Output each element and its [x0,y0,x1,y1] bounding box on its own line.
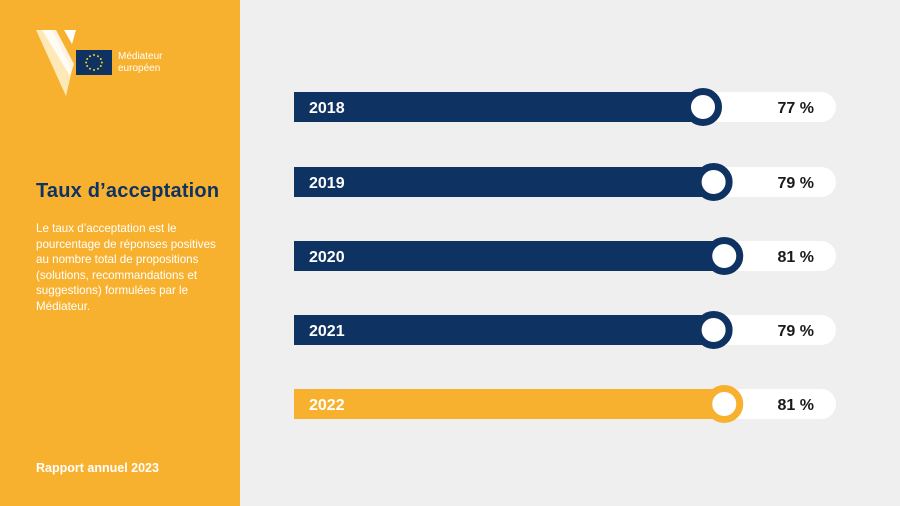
brand-line-1: Médiateur [118,51,163,62]
report-label: Rapport annuel 2023 [36,461,159,475]
marker-2020 [705,237,744,275]
marker-2021 [694,311,733,349]
category-label-2018: 2018 [309,100,345,117]
value-label-2019: 79 % [778,175,814,192]
brand-line-2: européen [118,63,161,74]
category-label-2020: 2020 [309,249,345,266]
bar-2021 [294,315,714,345]
european-ombudsman-logo: Médiateur européen [36,30,176,96]
value-label-2022: 81 % [778,397,814,414]
category-label-2019: 2019 [309,175,345,192]
marker-2019 [694,163,733,201]
category-label-2022: 2022 [309,397,345,414]
marker-2018 [684,88,722,126]
value-label-2021: 79 % [778,323,814,340]
bar-2018 [294,92,703,122]
marker-2022 [705,385,744,423]
logo-mark-icon [36,30,112,96]
bar-2019 [294,167,714,197]
acceptance-rate-chart: 2018 77 % 2019 79 % 2020 81 % 2021 79 % 2022 81 % [294,88,836,423]
value-label-2020: 81 % [778,249,814,266]
value-label-2018: 77 % [778,100,814,117]
sidebar-panel: Médiateur européen Taux d’acceptation Le… [0,0,240,506]
description-text: Le taux d’acceptation est le pourcentage… [36,222,216,313]
bar-2022 [294,389,725,419]
brand-name: Médiateur européen [118,51,198,75]
page-title: Taux d’acceptation [36,180,220,202]
category-label-2021: 2021 [309,323,345,340]
bar-2020 [294,241,725,271]
